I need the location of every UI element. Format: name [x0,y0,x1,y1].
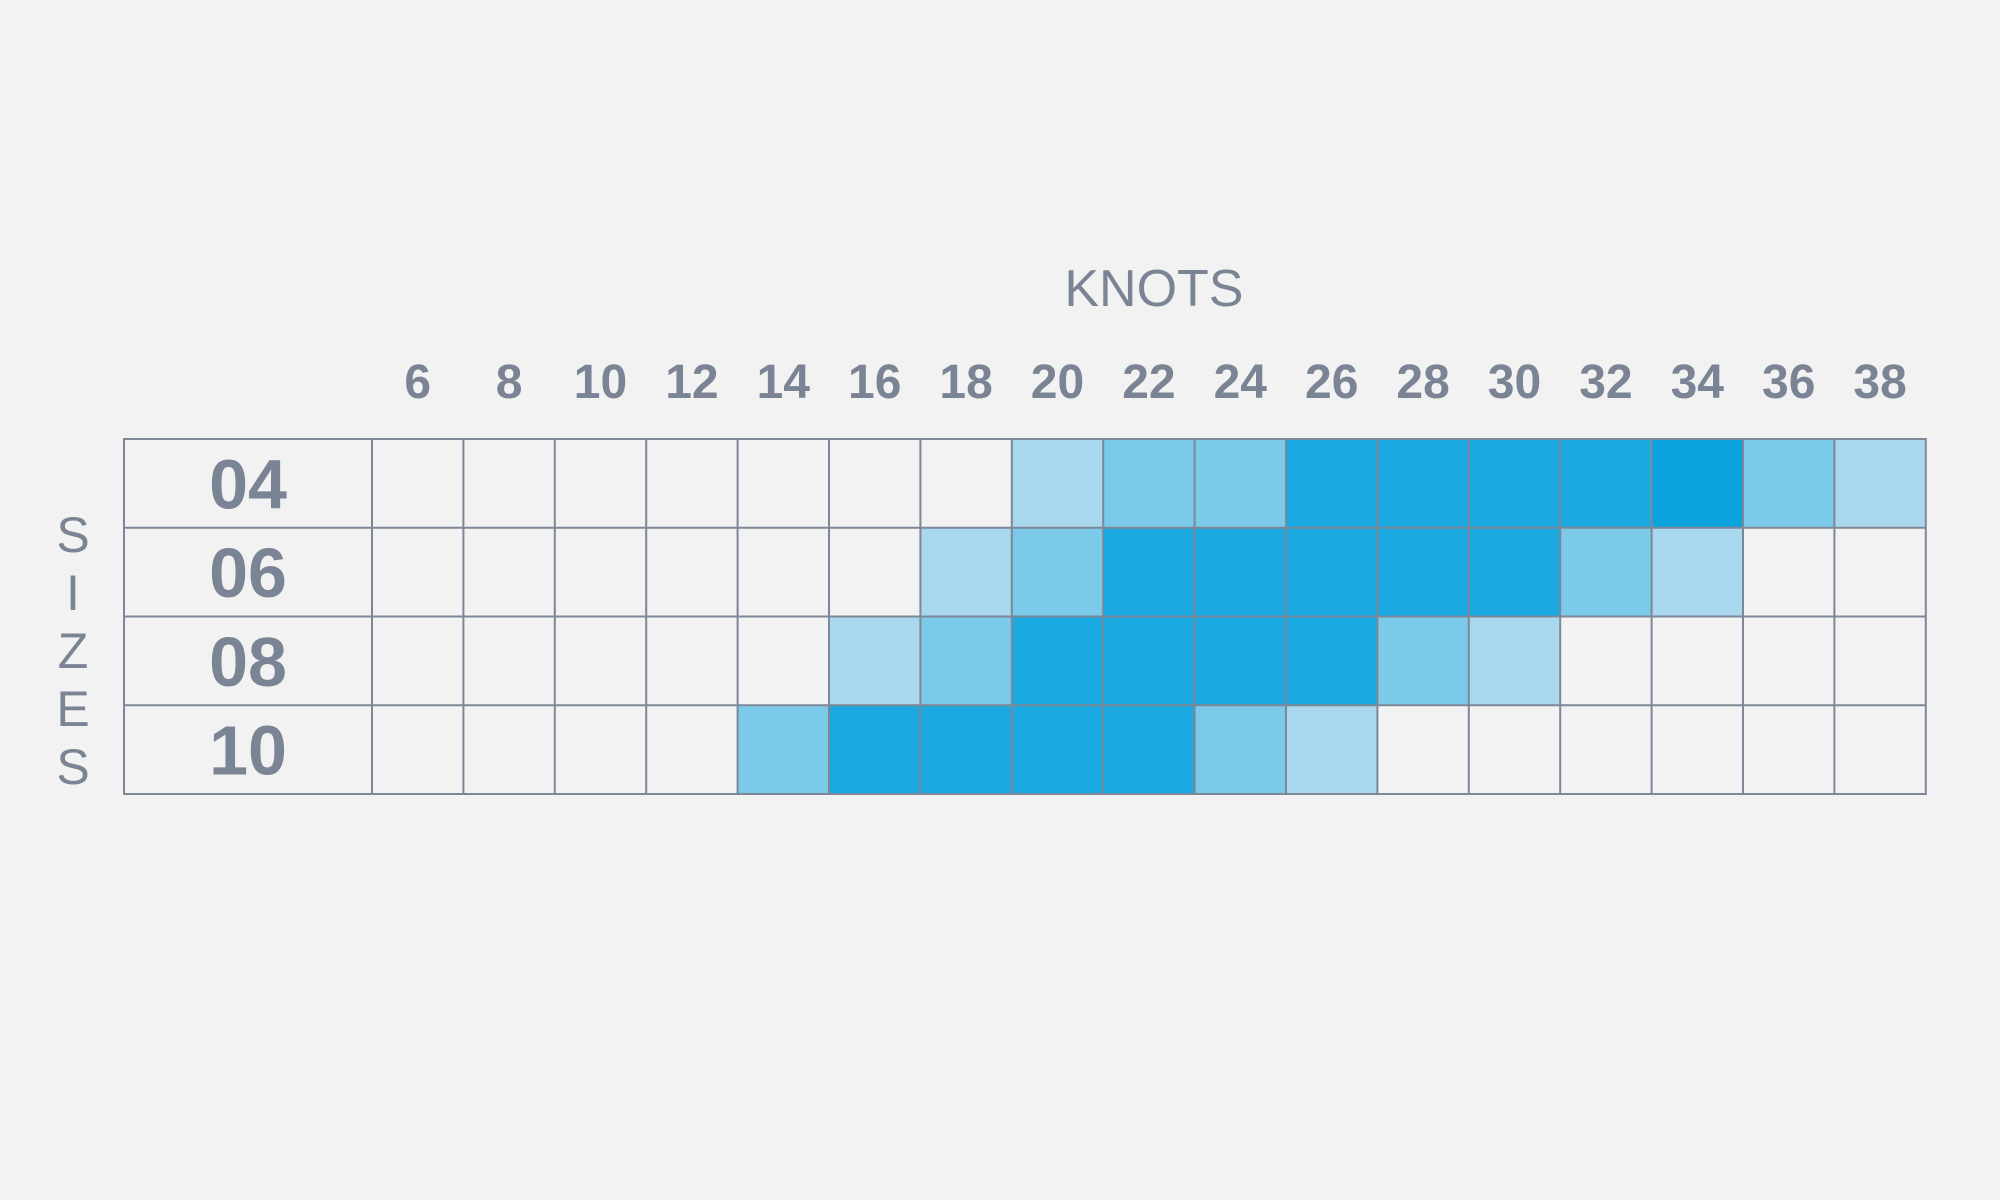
heatmap-cell-08-16 [829,616,921,706]
heatmap-cell-06-14 [737,527,829,617]
x-tick-label: 30 [1488,356,1541,409]
heatmap-cell-06-30 [1468,527,1561,617]
heatmap-cell-08-26 [1286,616,1378,706]
x-tick-label: 6 [404,356,431,409]
heatmap-cell-10-30 [1468,705,1561,794]
heatmap-cell-10-10 [554,705,647,794]
x-tick-label: 18 [939,356,992,409]
heatmap-cell-08-10 [554,616,647,706]
heatmap-cell-04-32 [1560,439,1652,528]
heatmap-cell-06-20 [1011,527,1104,617]
heatmap-cell-10-14 [737,705,829,794]
x-tick-label: 38 [1853,356,1906,409]
x-tick-label: 26 [1305,356,1358,409]
heatmap-cell-08-6 [372,616,464,706]
heatmap-cell-08-22 [1103,616,1195,706]
heatmap-cell-06-10 [554,527,647,617]
heatmap-cell-04-18 [920,439,1012,528]
heatmap-cell-08-28 [1377,616,1469,706]
heatmap-cell-08-14 [737,616,829,706]
x-tick-label: 24 [1214,356,1268,409]
heatmap-cell-08-38 [1834,616,1926,706]
heatmap-cell-10-26 [1286,705,1378,794]
heatmap-cell-10-16 [829,705,921,794]
heatmap-cell-04-6 [372,439,464,528]
heatmap-cell-08-36 [1743,616,1835,706]
heatmap-cell-04-16 [829,439,921,528]
heatmap-cell-06-8 [463,527,555,617]
heatmap-cell-10-18 [920,705,1012,794]
x-tick-label: 8 [496,356,523,409]
heatmap-cell-08-8 [463,616,555,706]
heatmap-cell-04-34 [1651,439,1743,528]
heatmap-cell-08-32 [1560,616,1652,706]
heatmap-cell-06-16 [829,527,921,617]
y-tick-label: 04 [209,445,287,523]
heatmap-cell-10-6 [372,705,464,794]
heatmap-cell-04-36 [1743,439,1835,528]
x-tick-label: 34 [1671,356,1725,409]
heatmap-cell-10-38 [1834,705,1926,794]
y-tick-label: 08 [209,623,287,701]
heatmap-cell-10-20 [1011,705,1104,794]
x-tick-label: 12 [665,356,718,409]
heatmap-cell-04-14 [737,439,829,528]
heatmap-cell-06-24 [1194,527,1286,617]
heatmap-cell-04-26 [1286,439,1378,528]
cells-layer [372,439,1926,794]
x-tick-label: 22 [1122,356,1175,409]
heatmap-cell-04-12 [646,439,738,528]
heatmap-cell-04-10 [554,439,647,528]
heatmap-cell-06-32 [1560,527,1652,617]
x-tick-label: 36 [1762,356,1815,409]
heatmap-cell-10-22 [1103,705,1195,794]
heatmap-cell-06-12 [646,527,738,617]
y-tick-label: 10 [209,712,287,790]
x-tick-label: 20 [1031,356,1084,409]
x-axis-title: KNOTS [1064,260,1243,318]
heatmap-cell-06-38 [1834,527,1926,617]
heatmap-cell-10-28 [1377,705,1469,794]
heatmap-cell-10-32 [1560,705,1652,794]
heatmap-cell-04-24 [1194,439,1286,528]
heatmap-cell-06-34 [1651,527,1743,617]
heatmap-cell-10-24 [1194,705,1286,794]
heatmap-cell-10-34 [1651,705,1743,794]
heatmap-cell-04-30 [1468,439,1561,528]
grid-layer [123,438,1927,795]
heatmap-cell-04-8 [463,439,555,528]
heatmap-cell-08-18 [920,616,1012,706]
heatmap-cell-08-30 [1468,616,1561,706]
heatmap-cell-10-8 [463,705,555,794]
x-tick-label: 28 [1396,356,1449,409]
x-tick-label: 32 [1579,356,1632,409]
heatmap-cell-06-22 [1103,527,1195,617]
heatmap-cell-04-38 [1834,439,1926,528]
heatmap-cell-06-36 [1743,527,1835,617]
heatmap-cell-08-12 [646,616,738,706]
x-tick-label: 10 [574,356,627,409]
heatmap-cell-06-6 [372,527,464,617]
heatmap-cell-04-28 [1377,439,1469,528]
heatmap-cell-04-20 [1011,439,1104,528]
heatmap-cell-06-26 [1286,527,1378,617]
x-tick-label: 14 [757,356,811,409]
heatmap-cell-08-34 [1651,616,1743,706]
heatmap-cell-06-28 [1377,527,1469,617]
heatmap-cell-10-36 [1743,705,1835,794]
heatmap-cell-06-18 [920,527,1012,617]
labels-layer: KNOTS 6 8 10 12 14 16 18 20 22 24 26 28 30 32 34 36 38 04 0… [56,260,1906,795]
heatmap-cell-08-20 [1011,616,1104,706]
heatmap-cell-08-24 [1194,616,1286,706]
heatmap-cell-10-12 [646,705,738,794]
heatmap-cell-04-22 [1103,439,1195,528]
x-tick-label: 16 [848,356,901,409]
y-tick-label: 06 [209,534,287,612]
